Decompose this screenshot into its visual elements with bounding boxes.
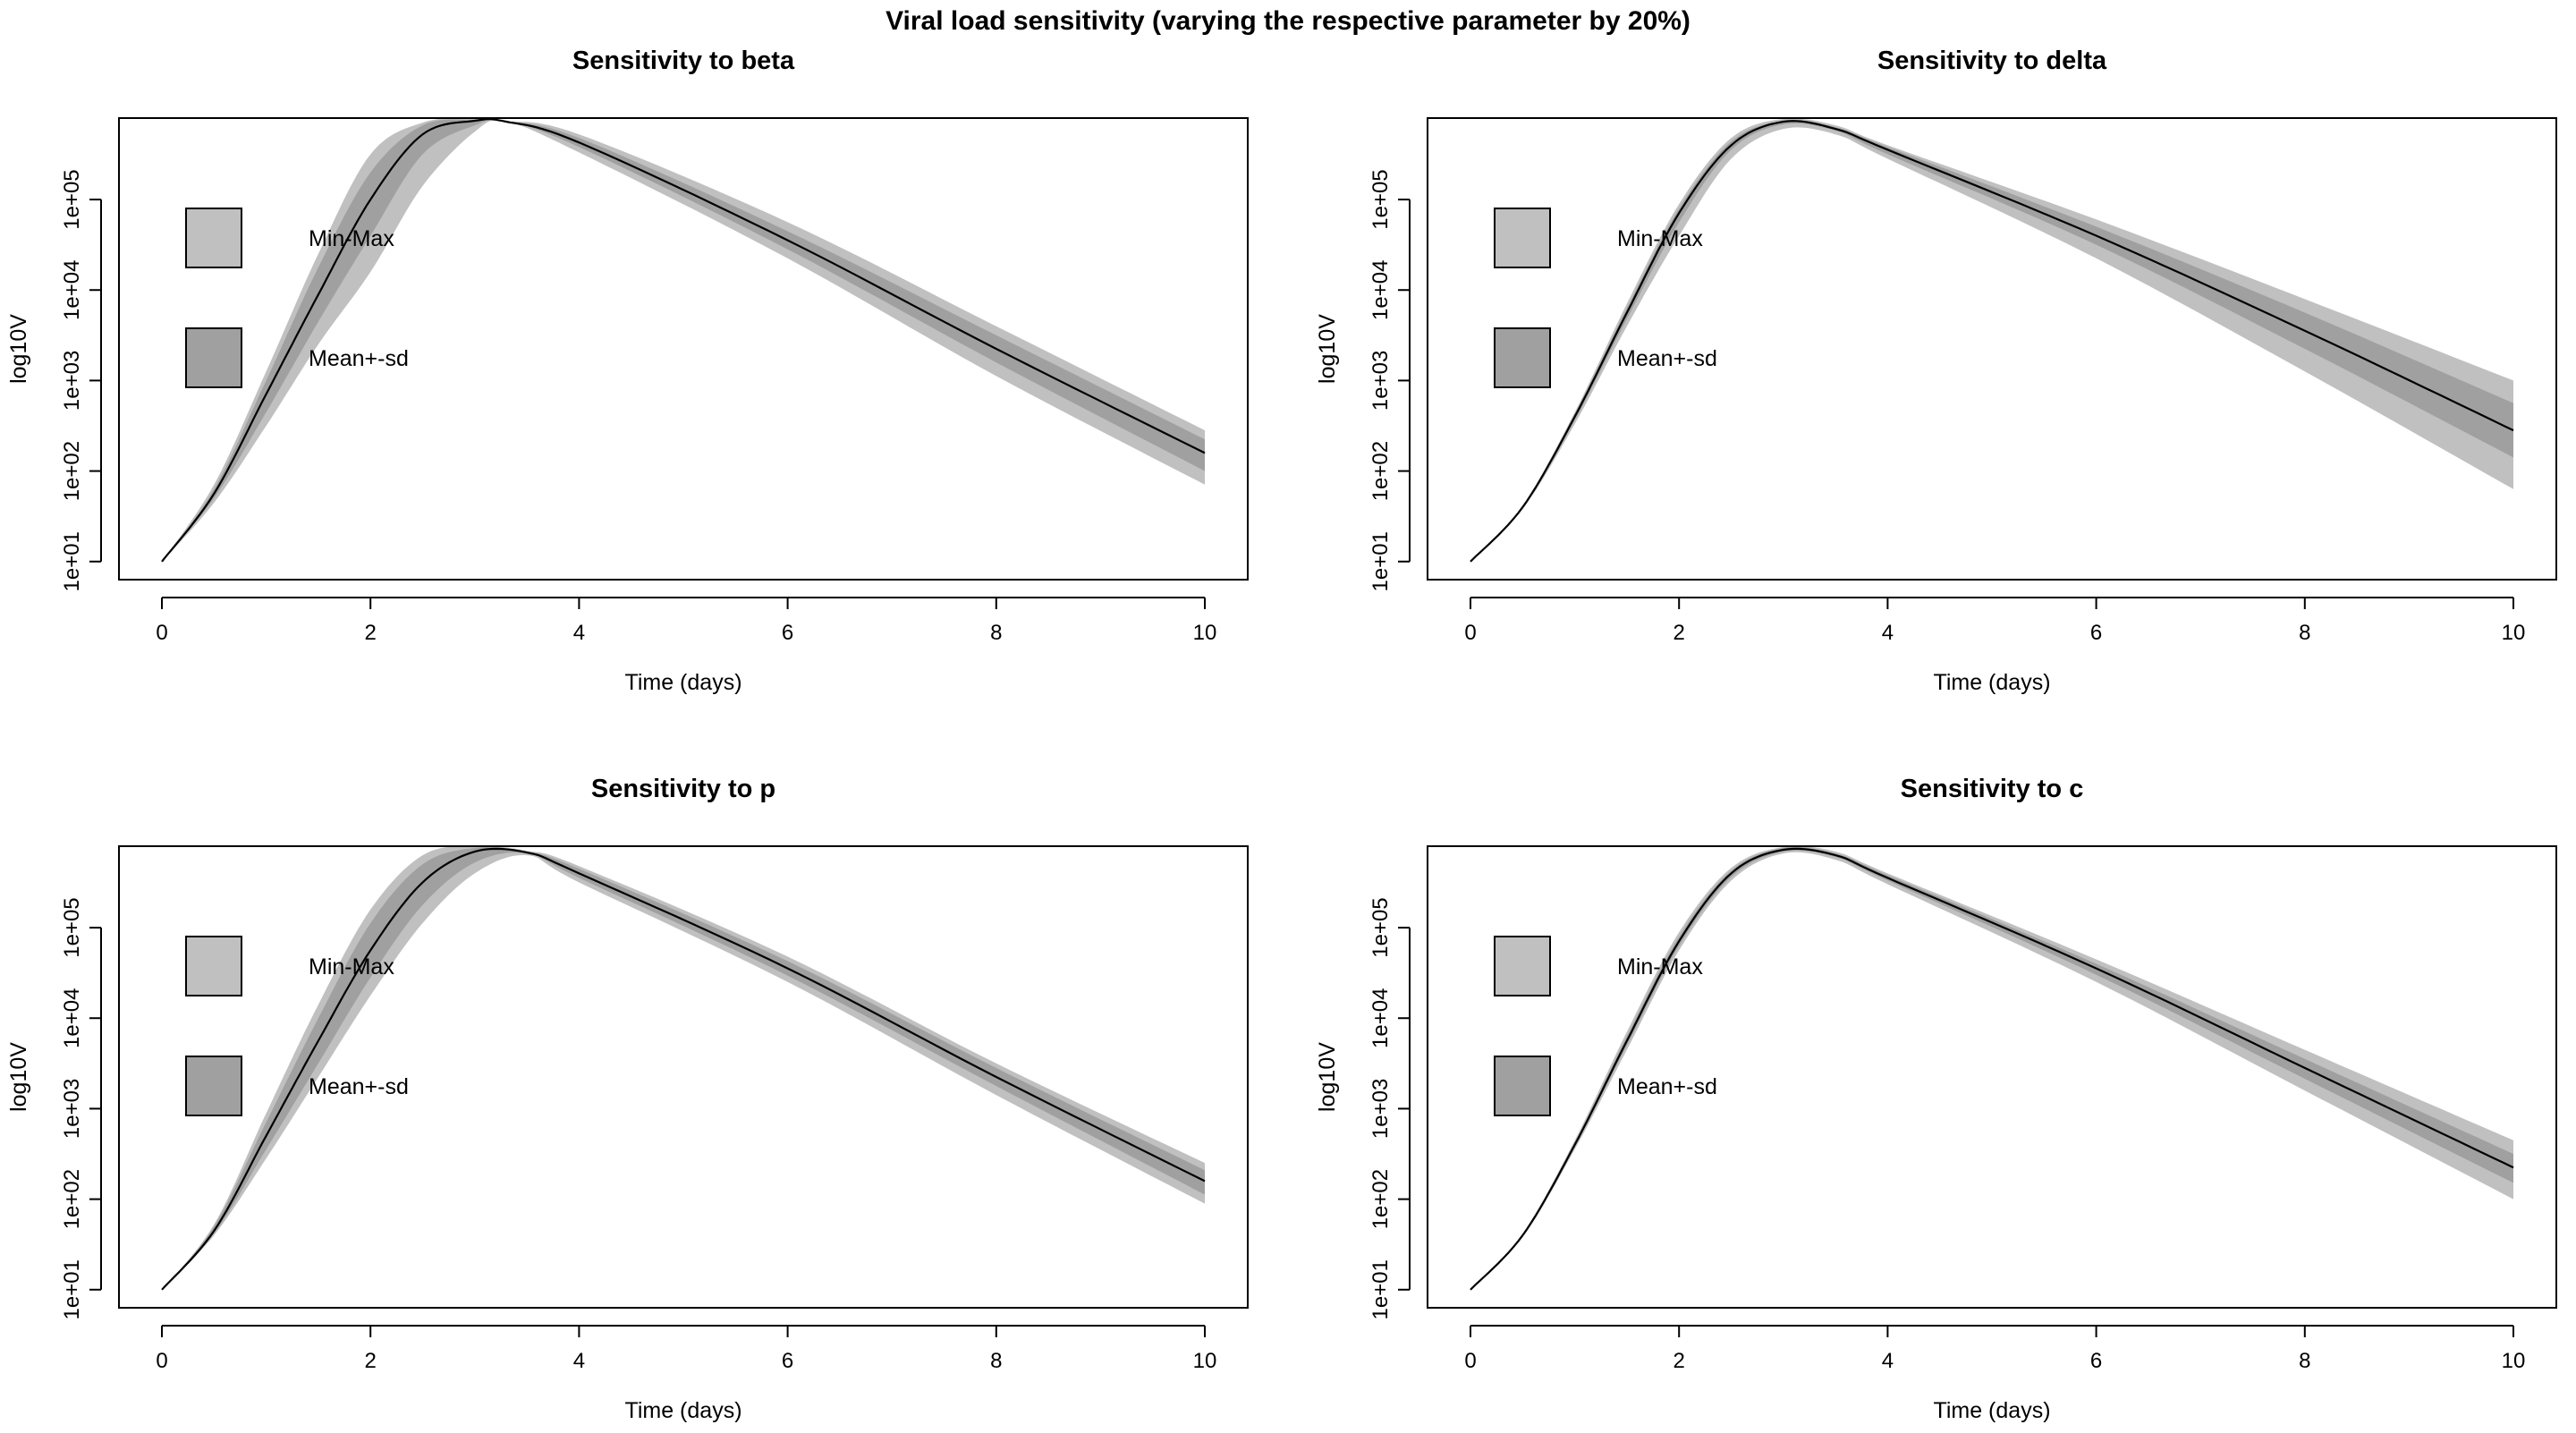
legend-swatch — [1494, 327, 1551, 388]
y-tick-label: 1e+01 — [60, 1259, 84, 1319]
legend-label: Min-Max — [309, 954, 394, 979]
y-tick-label: 1e+04 — [60, 260, 84, 320]
plot-frame — [118, 845, 1249, 1309]
y-tick-label: 1e+02 — [1368, 1169, 1393, 1229]
y-axis-title: log10V — [6, 1042, 31, 1112]
y-tick-label: 1e+05 — [60, 169, 84, 229]
y-tick-label: 1e+04 — [1368, 988, 1393, 1048]
legend-swatch — [185, 327, 242, 388]
x-tick-label: 10 — [1193, 1349, 1217, 1373]
chart-panel-1: 0 2 4 6 8 10 1e+01 1e+02 1e+03 1e+04 1e+05 Sensitiv… — [6, 47, 1249, 695]
x-tick-label: 10 — [1193, 621, 1217, 645]
y-axis-title: log10V — [6, 314, 31, 384]
x-tick-label: 0 — [1464, 621, 1476, 645]
min-max-band — [162, 845, 1205, 1290]
legend-swatch — [185, 936, 242, 996]
y-tick-label: 1e+03 — [60, 351, 84, 411]
plot-frame — [1427, 845, 2557, 1309]
viral-load-line — [161, 847, 1206, 1291]
legend-label: Min-Max — [309, 226, 394, 251]
y-tick-label: 1e+03 — [1368, 1079, 1393, 1139]
y-tick-label: 1e+01 — [1368, 1259, 1393, 1319]
viral-load-line — [161, 117, 1206, 563]
chart-panel-2: 0 2 4 6 8 10 1e+01 1e+02 1e+03 1e+04 1e+05 Sensitiv… — [1315, 47, 2557, 695]
y-tick-label: 1e+01 — [60, 531, 84, 591]
x-axis-title: Time (days) — [624, 670, 741, 695]
x-tick-label: 0 — [156, 621, 167, 645]
y-tick-label: 1e+05 — [1368, 169, 1393, 229]
x-tick-label: 6 — [2090, 1349, 2102, 1373]
legend-label: Mean+-sd — [1617, 346, 1717, 371]
legend-label: Mean+-sd — [1617, 1074, 1717, 1099]
x-tick-label: 8 — [2299, 621, 2310, 645]
y-tick-label: 1e+03 — [60, 1079, 84, 1139]
y-tick-label: 1e+01 — [1368, 531, 1393, 591]
panel-title: Sensitivity to p — [591, 775, 775, 803]
x-tick-label: 10 — [2502, 1349, 2526, 1373]
y-tick-label: 1e+03 — [1368, 351, 1393, 411]
x-tick-label: 2 — [1674, 621, 1685, 645]
y-tick-label: 1e+05 — [60, 897, 84, 957]
x-tick-label: 10 — [2502, 621, 2526, 645]
legend-label: Min-Max — [1617, 226, 1703, 251]
y-tick-label: 1e+05 — [1368, 897, 1393, 957]
x-tick-label: 2 — [1674, 1349, 1685, 1373]
x-tick-label: 6 — [2090, 621, 2102, 645]
x-tick-label: 6 — [782, 1349, 793, 1373]
x-axis-title: Time (days) — [624, 1398, 741, 1423]
y-tick-label: 1e+02 — [1368, 441, 1393, 501]
figure-title: Viral load sensitivity (varying the resp… — [886, 6, 1690, 36]
x-tick-label: 4 — [573, 621, 585, 645]
y-tick-label: 1e+04 — [60, 988, 84, 1048]
x-tick-label: 8 — [990, 621, 1002, 645]
chart-panel-3: 0 2 4 6 8 10 1e+01 1e+02 1e+03 1e+04 1e+05 Sensitiv… — [6, 775, 1249, 1423]
panel-title: Sensitivity to beta — [572, 47, 795, 75]
x-tick-label: 8 — [2299, 1349, 2310, 1373]
legend-swatch — [1494, 208, 1551, 268]
legend-swatch — [185, 1056, 242, 1116]
y-tick-label: 1e+02 — [60, 1169, 84, 1229]
viral-load-line — [1470, 847, 2514, 1291]
y-axis-title: log10V — [1315, 314, 1340, 384]
x-tick-label: 4 — [1882, 1349, 1894, 1373]
viral-load-line — [1470, 120, 2514, 563]
panel-title: Sensitivity to c — [1901, 775, 2084, 803]
x-tick-label: 4 — [573, 1349, 585, 1373]
legend-label: Mean+-sd — [309, 346, 409, 371]
x-tick-label: 0 — [156, 1349, 167, 1373]
x-tick-label: 4 — [1882, 621, 1894, 645]
panels: 0 2 4 6 8 10 1e+01 1e+02 1e+03 1e+04 1e+05 Sensitiv… — [6, 47, 2557, 1423]
mean-sd-band — [162, 119, 1205, 562]
x-axis-title: Time (days) — [1933, 1398, 2050, 1423]
legend-swatch — [185, 208, 242, 268]
x-tick-label: 0 — [1464, 1349, 1476, 1373]
chart-panel-4: 0 2 4 6 8 10 1e+01 1e+02 1e+03 1e+04 1e+05 Sensitiv… — [1315, 775, 2557, 1423]
y-tick-label: 1e+04 — [1368, 260, 1393, 320]
x-axis-title: Time (days) — [1933, 670, 2050, 695]
x-tick-label: 2 — [365, 1349, 377, 1373]
legend-swatch — [1494, 1056, 1551, 1116]
plot-frame — [1427, 117, 2557, 581]
y-axis-title: log10V — [1315, 1042, 1340, 1112]
y-tick-label: 1e+02 — [60, 441, 84, 501]
legend-swatch — [1494, 936, 1551, 996]
mean-sd-band — [1470, 120, 2513, 562]
x-tick-label: 8 — [990, 1349, 1002, 1373]
mean-sd-band — [162, 847, 1205, 1290]
panel-title: Sensitivity to delta — [1877, 47, 2107, 75]
x-tick-label: 6 — [782, 621, 793, 645]
legend-label: Mean+-sd — [309, 1074, 409, 1099]
plot-frame — [118, 117, 1249, 581]
legend-label: Min-Max — [1617, 954, 1703, 979]
x-tick-label: 2 — [365, 621, 377, 645]
